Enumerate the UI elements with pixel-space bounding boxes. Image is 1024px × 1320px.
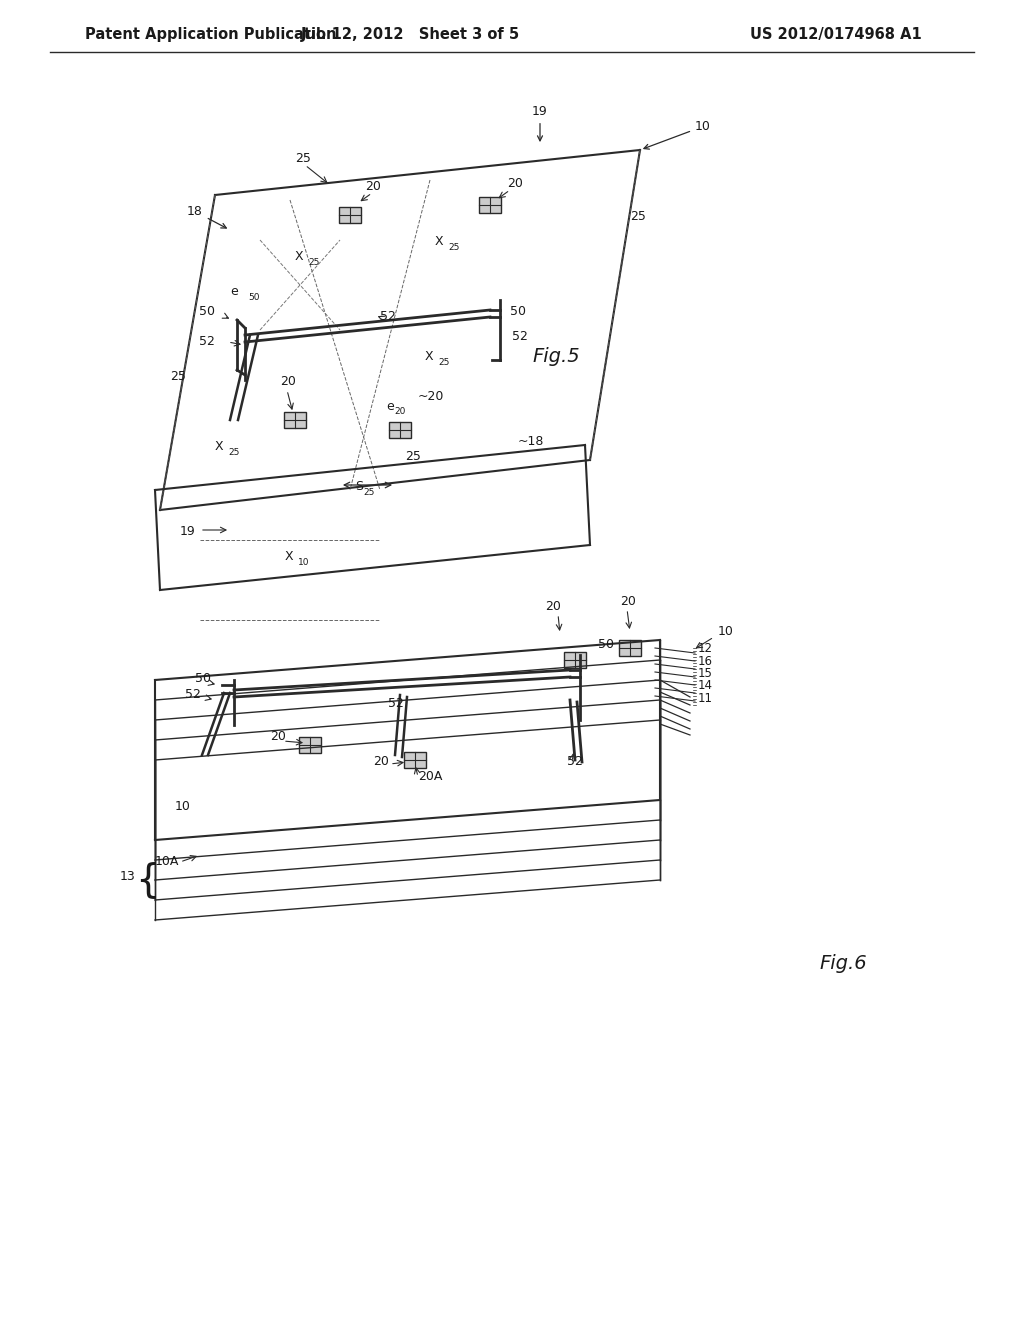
Polygon shape: [284, 412, 306, 428]
Text: 13: 13: [120, 870, 136, 883]
Text: 20: 20: [365, 180, 381, 193]
Polygon shape: [389, 422, 411, 438]
Text: ~18: ~18: [518, 436, 545, 447]
Text: 10: 10: [718, 624, 734, 638]
Text: 52: 52: [388, 697, 403, 710]
Text: US 2012/0174968 A1: US 2012/0174968 A1: [750, 28, 922, 42]
Text: 20: 20: [394, 407, 406, 416]
Text: e: e: [386, 400, 394, 413]
Text: 18: 18: [187, 205, 226, 228]
Polygon shape: [479, 197, 501, 213]
Text: e: e: [230, 285, 238, 298]
Text: 10: 10: [298, 558, 309, 568]
Text: 25: 25: [630, 210, 646, 223]
Text: 19: 19: [180, 525, 196, 539]
Text: 52: 52: [380, 310, 396, 323]
Polygon shape: [339, 207, 361, 223]
Polygon shape: [564, 652, 586, 668]
Polygon shape: [404, 752, 426, 768]
Polygon shape: [618, 640, 641, 656]
Text: 25: 25: [449, 243, 460, 252]
Text: {: {: [135, 861, 160, 899]
Text: 52: 52: [567, 755, 583, 768]
Text: 20: 20: [280, 375, 296, 388]
Text: 12: 12: [698, 642, 713, 655]
Text: 10A: 10A: [155, 855, 179, 869]
Text: 52: 52: [185, 688, 201, 701]
Text: 25: 25: [295, 152, 311, 165]
Text: 50: 50: [199, 305, 215, 318]
Text: 10: 10: [644, 120, 711, 149]
Text: 50: 50: [598, 638, 614, 651]
Text: 20: 20: [270, 730, 286, 743]
Text: 25: 25: [406, 450, 421, 463]
Text: 20: 20: [620, 595, 636, 609]
Text: 10: 10: [175, 800, 190, 813]
Text: 50: 50: [195, 672, 211, 685]
Text: ~20: ~20: [418, 389, 444, 403]
Text: X: X: [285, 550, 294, 564]
Text: 25: 25: [228, 447, 240, 457]
Text: 25: 25: [362, 488, 375, 498]
Polygon shape: [299, 737, 321, 752]
Text: 19: 19: [532, 106, 548, 141]
Text: Jul. 12, 2012   Sheet 3 of 5: Jul. 12, 2012 Sheet 3 of 5: [300, 28, 519, 42]
Text: 50: 50: [510, 305, 526, 318]
Text: 20: 20: [507, 177, 523, 190]
Text: 11: 11: [698, 692, 713, 705]
Text: 14: 14: [698, 678, 713, 692]
Text: 20: 20: [545, 601, 561, 612]
Text: 25: 25: [438, 358, 450, 367]
Text: 20: 20: [373, 755, 389, 768]
Text: Patent Application Publication: Patent Application Publication: [85, 28, 337, 42]
Text: X: X: [295, 249, 304, 263]
Text: 52: 52: [199, 335, 215, 348]
Text: Fig.6: Fig.6: [819, 954, 867, 973]
Text: S: S: [355, 480, 362, 492]
Text: 52: 52: [512, 330, 528, 343]
Text: 50: 50: [248, 293, 259, 302]
Text: 25: 25: [170, 370, 186, 383]
Text: X: X: [435, 235, 443, 248]
Text: 16: 16: [698, 655, 713, 668]
Text: X: X: [425, 350, 433, 363]
Text: X: X: [215, 440, 223, 453]
Text: Fig.5: Fig.5: [532, 347, 581, 366]
Text: 15: 15: [698, 667, 713, 680]
Text: 20A: 20A: [418, 770, 442, 783]
Text: 25: 25: [308, 257, 319, 267]
